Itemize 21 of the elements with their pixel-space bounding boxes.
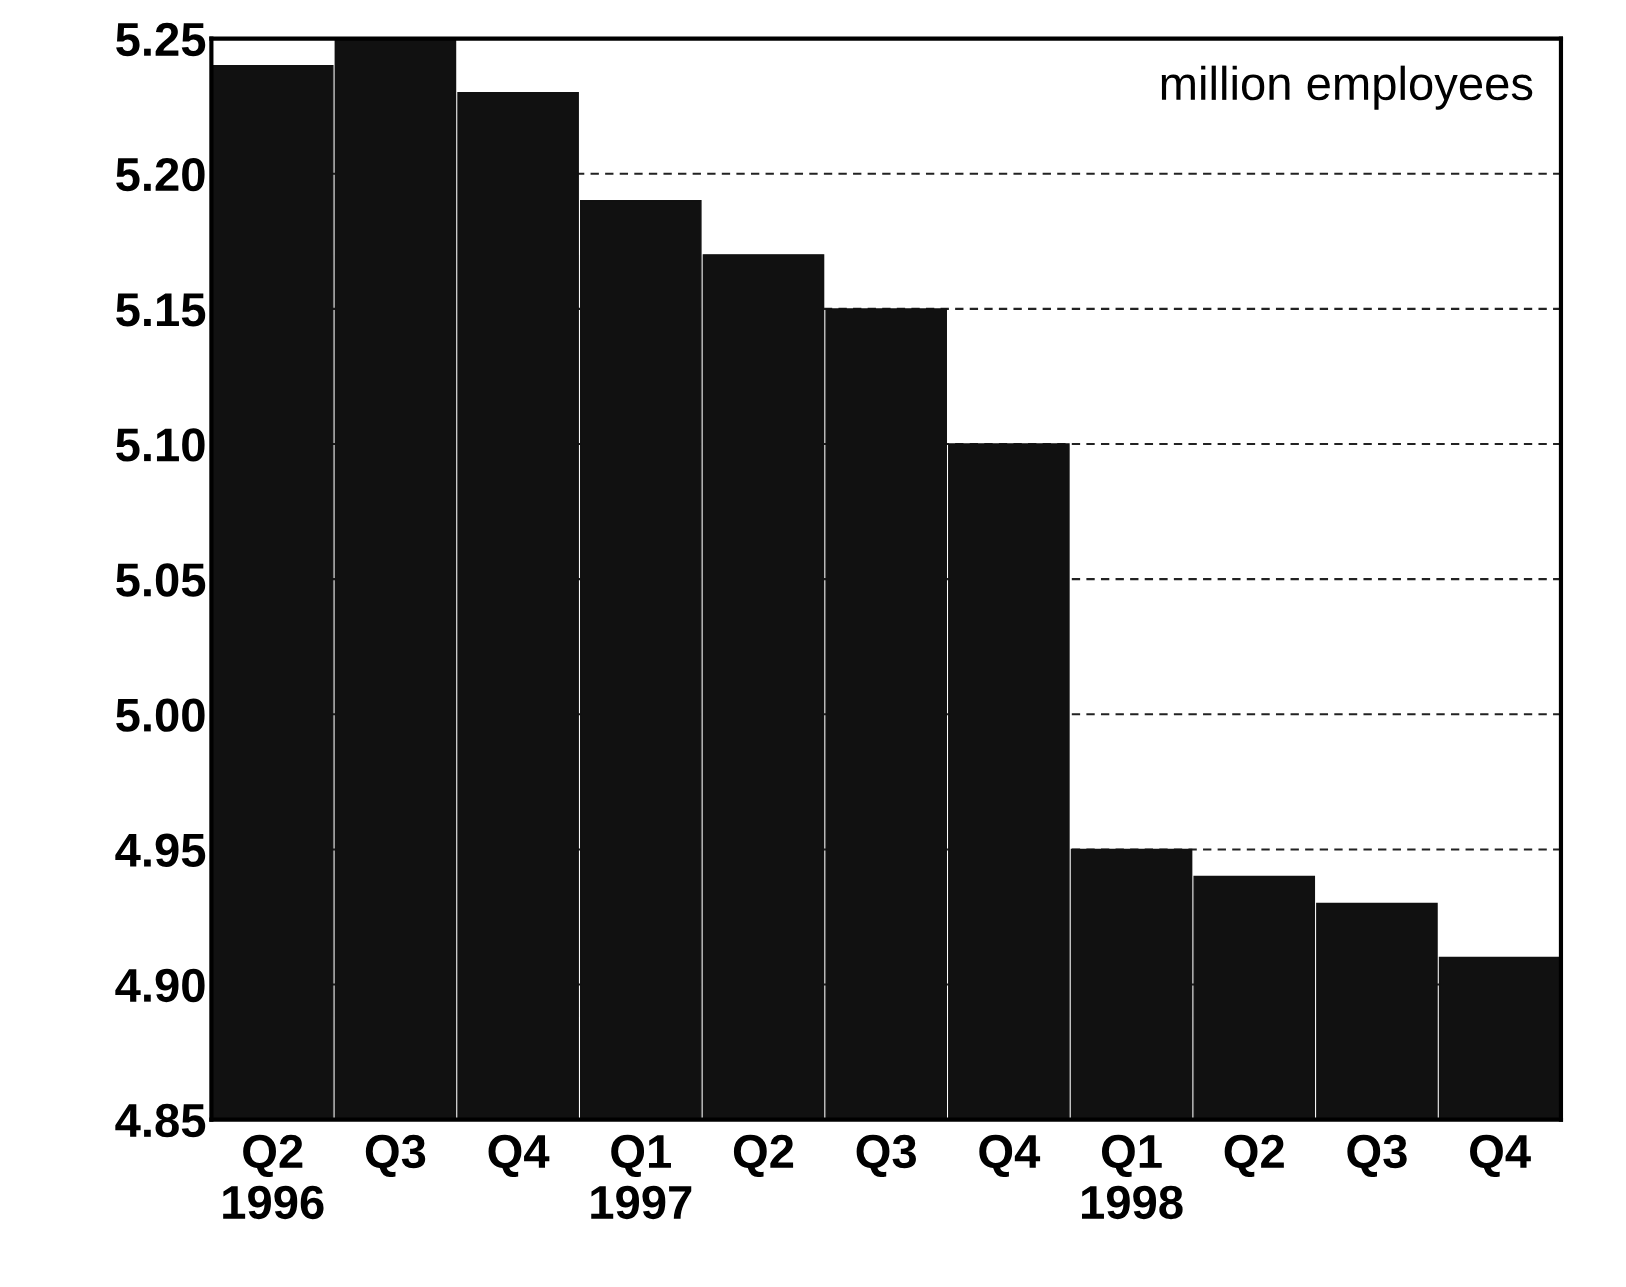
- x-tick-label: Q4: [488, 1134, 550, 1178]
- y-tick-label: 4.90: [115, 968, 205, 1003]
- x-tick-label: Q3: [365, 1134, 426, 1178]
- y-tick-label: 5.05: [116, 563, 206, 597]
- x-tick-label: Q2 1996: [223, 1134, 324, 1220]
- y-tick-label: 5.15: [116, 293, 206, 327]
- y-tick-label: 5.25: [116, 22, 206, 57]
- x-tick-label: Q4: [979, 1134, 1041, 1178]
- x-tick-label: Q1 1997: [591, 1134, 692, 1220]
- x-tick-label: Q3: [1347, 1134, 1407, 1178]
- y-tick-label: 4.85: [115, 1103, 206, 1138]
- y-tick-label: 4.95: [115, 833, 206, 867]
- y-tick-label: 5.10: [116, 428, 205, 462]
- x-tick-label: Q1 1998: [1082, 1134, 1183, 1220]
- x-tick-label: Q4: [1470, 1134, 1531, 1178]
- y-axis-title: million employees: [1161, 65, 1533, 110]
- y-tick-label: 5.00: [116, 698, 205, 732]
- x-tick-label: Q2: [733, 1134, 794, 1178]
- y-tick-label: 5.20: [116, 157, 205, 192]
- x-tick-label: Q3: [856, 1134, 916, 1178]
- x-tick-label: Q2: [1224, 1134, 1284, 1178]
